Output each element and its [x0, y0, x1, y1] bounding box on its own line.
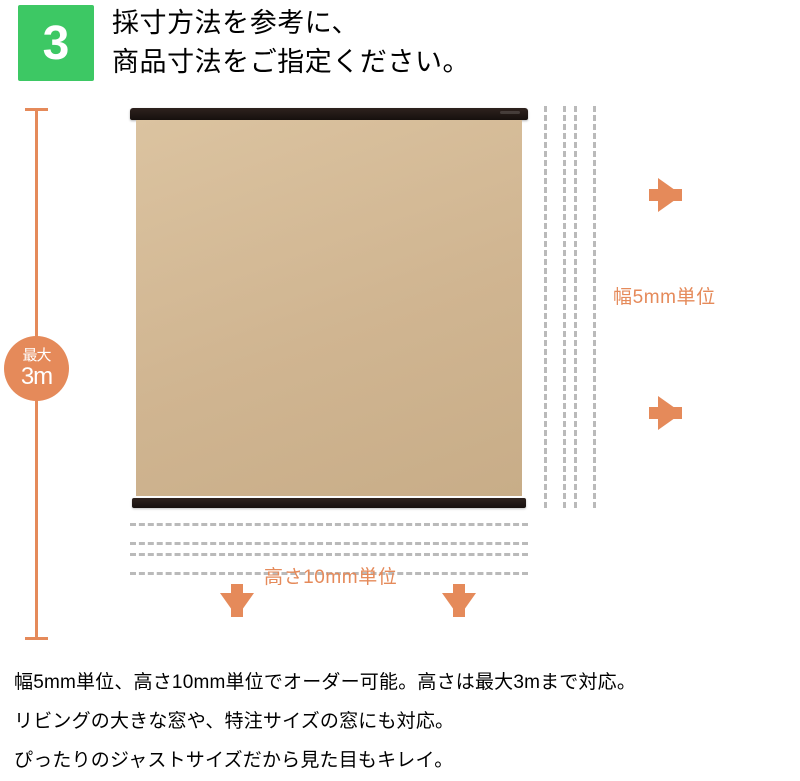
step-title: 採寸方法を参考に、 商品寸法をご指定ください。 — [112, 4, 470, 82]
arrow-right-icon — [658, 396, 682, 430]
max-height-badge: 最大 3m — [4, 336, 69, 401]
description-line-2: リビングの大きな窓や、特注サイズの窓にも対応。 — [14, 703, 786, 742]
height-guide-band-1 — [130, 523, 528, 545]
arrow-down-icon — [220, 593, 254, 617]
height-unit-label: 高さ10mm単位 — [264, 562, 397, 589]
width-unit-label: 幅5mm単位 — [613, 282, 716, 309]
max-height-value: 3m — [21, 365, 52, 389]
arrow-down-icon — [442, 593, 476, 617]
shade-bottom-rail — [132, 498, 526, 508]
arrow-right-icon — [658, 178, 682, 212]
shade-top-rail — [130, 108, 528, 120]
width-guide-band-2 — [574, 106, 596, 508]
step-title-line1: 採寸方法を参考に、 — [112, 8, 359, 38]
max-height-label: 最大 — [22, 348, 50, 363]
measurement-diagram: 最大 3m 幅5mm単位 高さ10mm単位 — [0, 100, 800, 650]
step-header: 3 採寸方法を参考に、 商品寸法をご指定ください。 — [0, 0, 800, 82]
description-line-1: 幅5mm単位、高さ10mm単位でオーダー可能。高さは最大3mまで対応。 — [14, 664, 786, 703]
description-line-3: ぴったりのジャストサイズだから見た目もキレイ。 — [14, 742, 786, 781]
step-number-badge: 3 — [18, 5, 94, 81]
roller-shade-illustration — [130, 108, 528, 508]
description-block: 幅5mm単位、高さ10mm単位でオーダー可能。高さは最大3mまで対応。 リビング… — [0, 650, 800, 781]
step-title-line2: 商品寸法をご指定ください。 — [112, 47, 470, 77]
shade-fabric — [136, 120, 522, 496]
width-guide-band-1 — [544, 106, 566, 508]
